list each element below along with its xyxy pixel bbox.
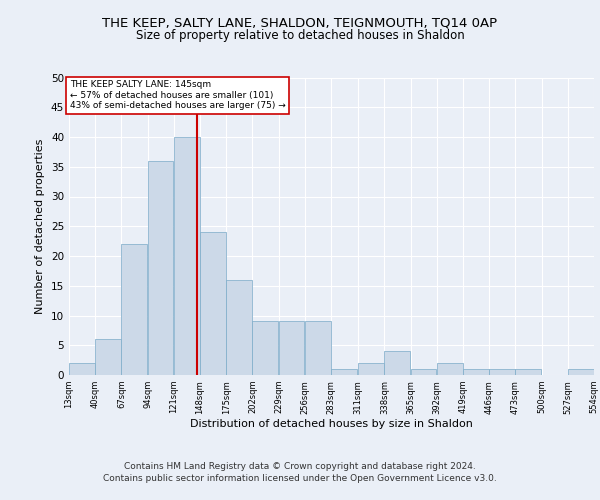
Bar xyxy=(305,322,331,375)
Text: THE KEEP SALTY LANE: 145sqm
← 57% of detached houses are smaller (101)
43% of se: THE KEEP SALTY LANE: 145sqm ← 57% of det… xyxy=(70,80,286,110)
Bar xyxy=(69,363,95,375)
Bar xyxy=(489,369,515,375)
Bar xyxy=(437,363,463,375)
Bar xyxy=(174,137,200,375)
Bar xyxy=(148,161,173,375)
Bar xyxy=(200,232,226,375)
Text: Size of property relative to detached houses in Shaldon: Size of property relative to detached ho… xyxy=(136,30,464,43)
Text: THE KEEP, SALTY LANE, SHALDON, TEIGNMOUTH, TQ14 0AP: THE KEEP, SALTY LANE, SHALDON, TEIGNMOUT… xyxy=(103,16,497,29)
Bar xyxy=(331,369,357,375)
Bar xyxy=(410,369,436,375)
Bar xyxy=(226,280,252,375)
Bar xyxy=(568,369,593,375)
Bar xyxy=(253,322,278,375)
Bar xyxy=(95,340,121,375)
Bar xyxy=(515,369,541,375)
Bar xyxy=(385,351,410,375)
Bar xyxy=(358,363,384,375)
Text: Contains HM Land Registry data © Crown copyright and database right 2024.
Contai: Contains HM Land Registry data © Crown c… xyxy=(103,462,497,483)
Bar xyxy=(121,244,147,375)
X-axis label: Distribution of detached houses by size in Shaldon: Distribution of detached houses by size … xyxy=(190,420,473,430)
Y-axis label: Number of detached properties: Number of detached properties xyxy=(35,138,46,314)
Bar xyxy=(463,369,489,375)
Bar xyxy=(278,322,304,375)
